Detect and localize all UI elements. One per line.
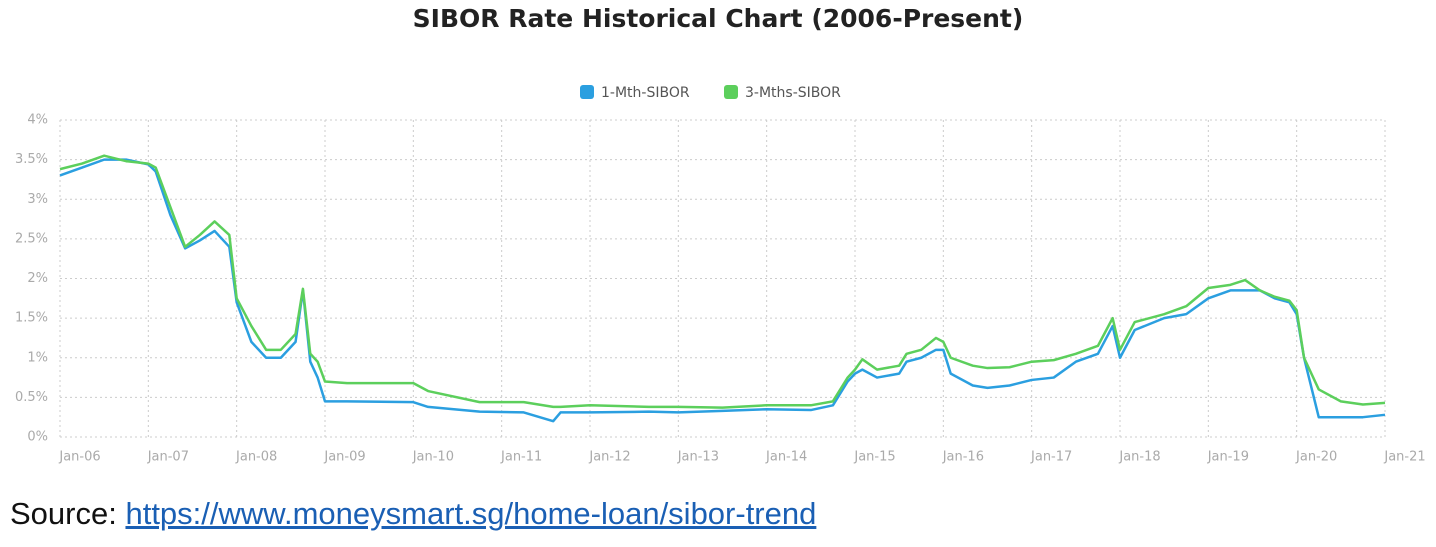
x-tick-label: Jan-06 (58, 450, 100, 465)
x-tick-label: Jan-10 (412, 450, 454, 465)
x-tick-label: Jan-21 (1383, 450, 1425, 465)
chart: SIBOR Rate Historical Chart (2006-Presen… (15, 4, 1426, 465)
line (59, 158, 1386, 423)
y-tick-label: 0% (27, 430, 48, 445)
x-tick-label: Jan-16 (942, 450, 984, 465)
y-tick-label: 3% (27, 192, 48, 207)
legend-swatch (580, 85, 594, 99)
y-tick-label: 1.5% (15, 311, 48, 326)
y-tick-label: 4% (27, 113, 48, 128)
source-prefix: Source: (10, 496, 117, 531)
y-tick-label: 0.5% (15, 390, 48, 405)
x-tick-label: Jan-07 (147, 450, 189, 465)
x-tick-label: Jan-08 (235, 450, 277, 465)
source: Source: https://www.moneysmart.sg/home-l… (10, 496, 816, 532)
legend-label: 3-Mths-SIBOR (745, 85, 841, 101)
x-tick-label: Jan-15 (853, 450, 895, 465)
legend-label: 1-Mth-SIBOR (601, 85, 690, 101)
x-tick-label: Jan-12 (588, 450, 630, 465)
chart-title: SIBOR Rate Historical Chart (2006-Presen… (413, 4, 1024, 33)
x-tick-label: Jan-14 (765, 450, 807, 465)
y-tick-label: 2.5% (15, 231, 48, 246)
x-tick-label: Jan-13 (677, 450, 719, 465)
x-tick-label: Jan-19 (1207, 450, 1249, 465)
y-tick-label: 3.5% (15, 152, 48, 167)
y-tick-label: 1% (27, 350, 48, 365)
source-link[interactable]: https://www.moneysmart.sg/home-loan/sibo… (125, 496, 817, 531)
x-tick-label: Jan-20 (1295, 450, 1337, 465)
x-tick-label: Jan-11 (500, 450, 542, 465)
legend-swatch (724, 85, 738, 99)
x-tick-label: Jan-18 (1118, 450, 1160, 465)
x-tick-label: Jan-17 (1030, 450, 1072, 465)
y-tick-label: 2% (27, 271, 48, 286)
line (59, 154, 1386, 409)
x-tick-label: Jan-09 (323, 450, 365, 465)
